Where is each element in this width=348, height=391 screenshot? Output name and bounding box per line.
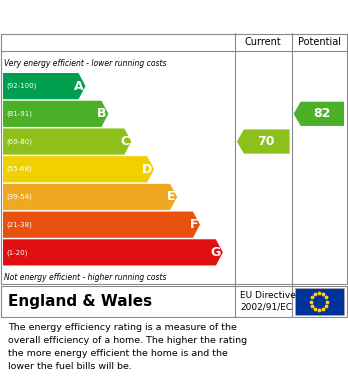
Text: A: A — [74, 80, 84, 93]
Polygon shape — [3, 184, 177, 210]
Text: 82: 82 — [313, 107, 331, 120]
Text: Energy Efficiency Rating: Energy Efficiency Rating — [8, 9, 218, 24]
Polygon shape — [3, 101, 109, 127]
Text: (92-100): (92-100) — [6, 83, 37, 90]
Text: (55-68): (55-68) — [6, 166, 32, 172]
Text: Current: Current — [245, 37, 282, 47]
Polygon shape — [3, 128, 131, 155]
Polygon shape — [3, 156, 154, 182]
Text: (81-91): (81-91) — [6, 111, 32, 117]
Text: Not energy efficient - higher running costs: Not energy efficient - higher running co… — [4, 273, 166, 282]
Text: Potential: Potential — [298, 37, 341, 47]
Text: Very energy efficient - lower running costs: Very energy efficient - lower running co… — [4, 59, 166, 68]
Bar — [295, 288, 344, 315]
Polygon shape — [3, 212, 200, 238]
Text: (21-38): (21-38) — [6, 221, 32, 228]
Text: C: C — [120, 135, 129, 148]
Polygon shape — [3, 73, 86, 99]
Text: (1-20): (1-20) — [6, 249, 27, 256]
Text: F: F — [190, 218, 198, 231]
Text: (69-80): (69-80) — [6, 138, 32, 145]
Text: E: E — [167, 190, 175, 203]
Text: EU Directive
2002/91/EC: EU Directive 2002/91/EC — [240, 291, 296, 312]
Text: England & Wales: England & Wales — [8, 294, 152, 309]
Polygon shape — [3, 239, 223, 265]
Polygon shape — [237, 129, 290, 154]
Text: G: G — [211, 246, 221, 259]
Text: (39-54): (39-54) — [6, 194, 32, 200]
Polygon shape — [294, 102, 344, 126]
Text: B: B — [97, 107, 106, 120]
Text: D: D — [142, 163, 152, 176]
Text: 70: 70 — [258, 135, 275, 148]
Text: The energy efficiency rating is a measure of the
overall efficiency of a home. T: The energy efficiency rating is a measur… — [8, 323, 247, 371]
